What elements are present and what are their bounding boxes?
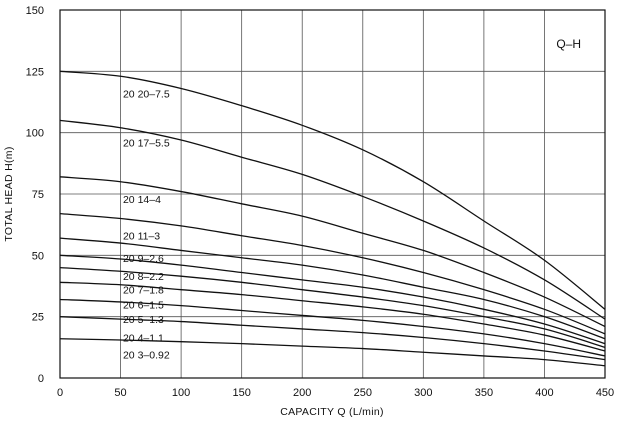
- curve-series: [59, 316, 606, 361]
- x-tick-label: 350: [475, 387, 493, 399]
- x-tick-label: 250: [354, 387, 372, 399]
- x-tick-label: 450: [596, 387, 614, 399]
- series-label: 20 5–1.3: [123, 314, 164, 326]
- x-tick-label: 300: [414, 387, 432, 399]
- curve-series: [59, 281, 606, 352]
- x-tick-label: 150: [232, 387, 250, 399]
- x-tick-label: 200: [293, 387, 311, 399]
- chart-tag: Q–H: [556, 37, 581, 51]
- series-label: 20 6–1.5: [123, 299, 164, 311]
- series-label: 20 20–7.5: [123, 88, 170, 100]
- x-tick-label: 100: [172, 387, 190, 399]
- series-label: 20 11–3: [123, 231, 160, 243]
- performance-curves: [59, 70, 606, 367]
- curve-series: [59, 266, 606, 348]
- series-label: 20 9–2.6: [123, 253, 164, 265]
- axis-ticks: 0 50 100 150 200 250 300 350 400 450 0 25 50 75 100 125…: [26, 5, 615, 399]
- y-tick-label: 75: [32, 189, 44, 201]
- y-tick-label: 25: [32, 312, 44, 324]
- curve-series: [59, 119, 606, 320]
- x-tick-label: 400: [535, 387, 553, 399]
- series-label: 20 3–0.92: [123, 350, 170, 362]
- curve-series: [59, 176, 606, 328]
- x-tick-label: 50: [114, 387, 126, 399]
- y-axis-title: TOTAL HEAD H(m): [3, 146, 15, 241]
- series-label: 20 4–1.1: [123, 333, 164, 345]
- x-tick-label: 0: [57, 387, 63, 399]
- series-label: 20 17–5.5: [123, 137, 170, 149]
- y-tick-label: 150: [26, 5, 44, 17]
- y-tick-label: 100: [26, 128, 44, 140]
- y-tick-label: 50: [32, 250, 44, 262]
- curve-series: [59, 338, 606, 367]
- curve-series: [59, 298, 606, 357]
- series-label: 20 14–4: [123, 194, 161, 206]
- y-tick-label: 0: [38, 373, 44, 385]
- curve-series: [59, 254, 606, 345]
- curve-labels: 20 20–7.5 20 17–5.5 20 14–4 20 11–3 20 9–2.6…: [123, 88, 170, 361]
- curve-series: [59, 212, 606, 335]
- y-tick-label: 125: [26, 66, 44, 78]
- curve-series: [59, 70, 606, 310]
- series-label: 20 8–2.2: [123, 271, 164, 283]
- series-label: 20 7–1.8: [123, 285, 164, 297]
- plot-frame: [59, 9, 606, 379]
- x-axis-title: CAPACITY Q (L/min): [280, 406, 384, 418]
- curve-series: [59, 237, 606, 340]
